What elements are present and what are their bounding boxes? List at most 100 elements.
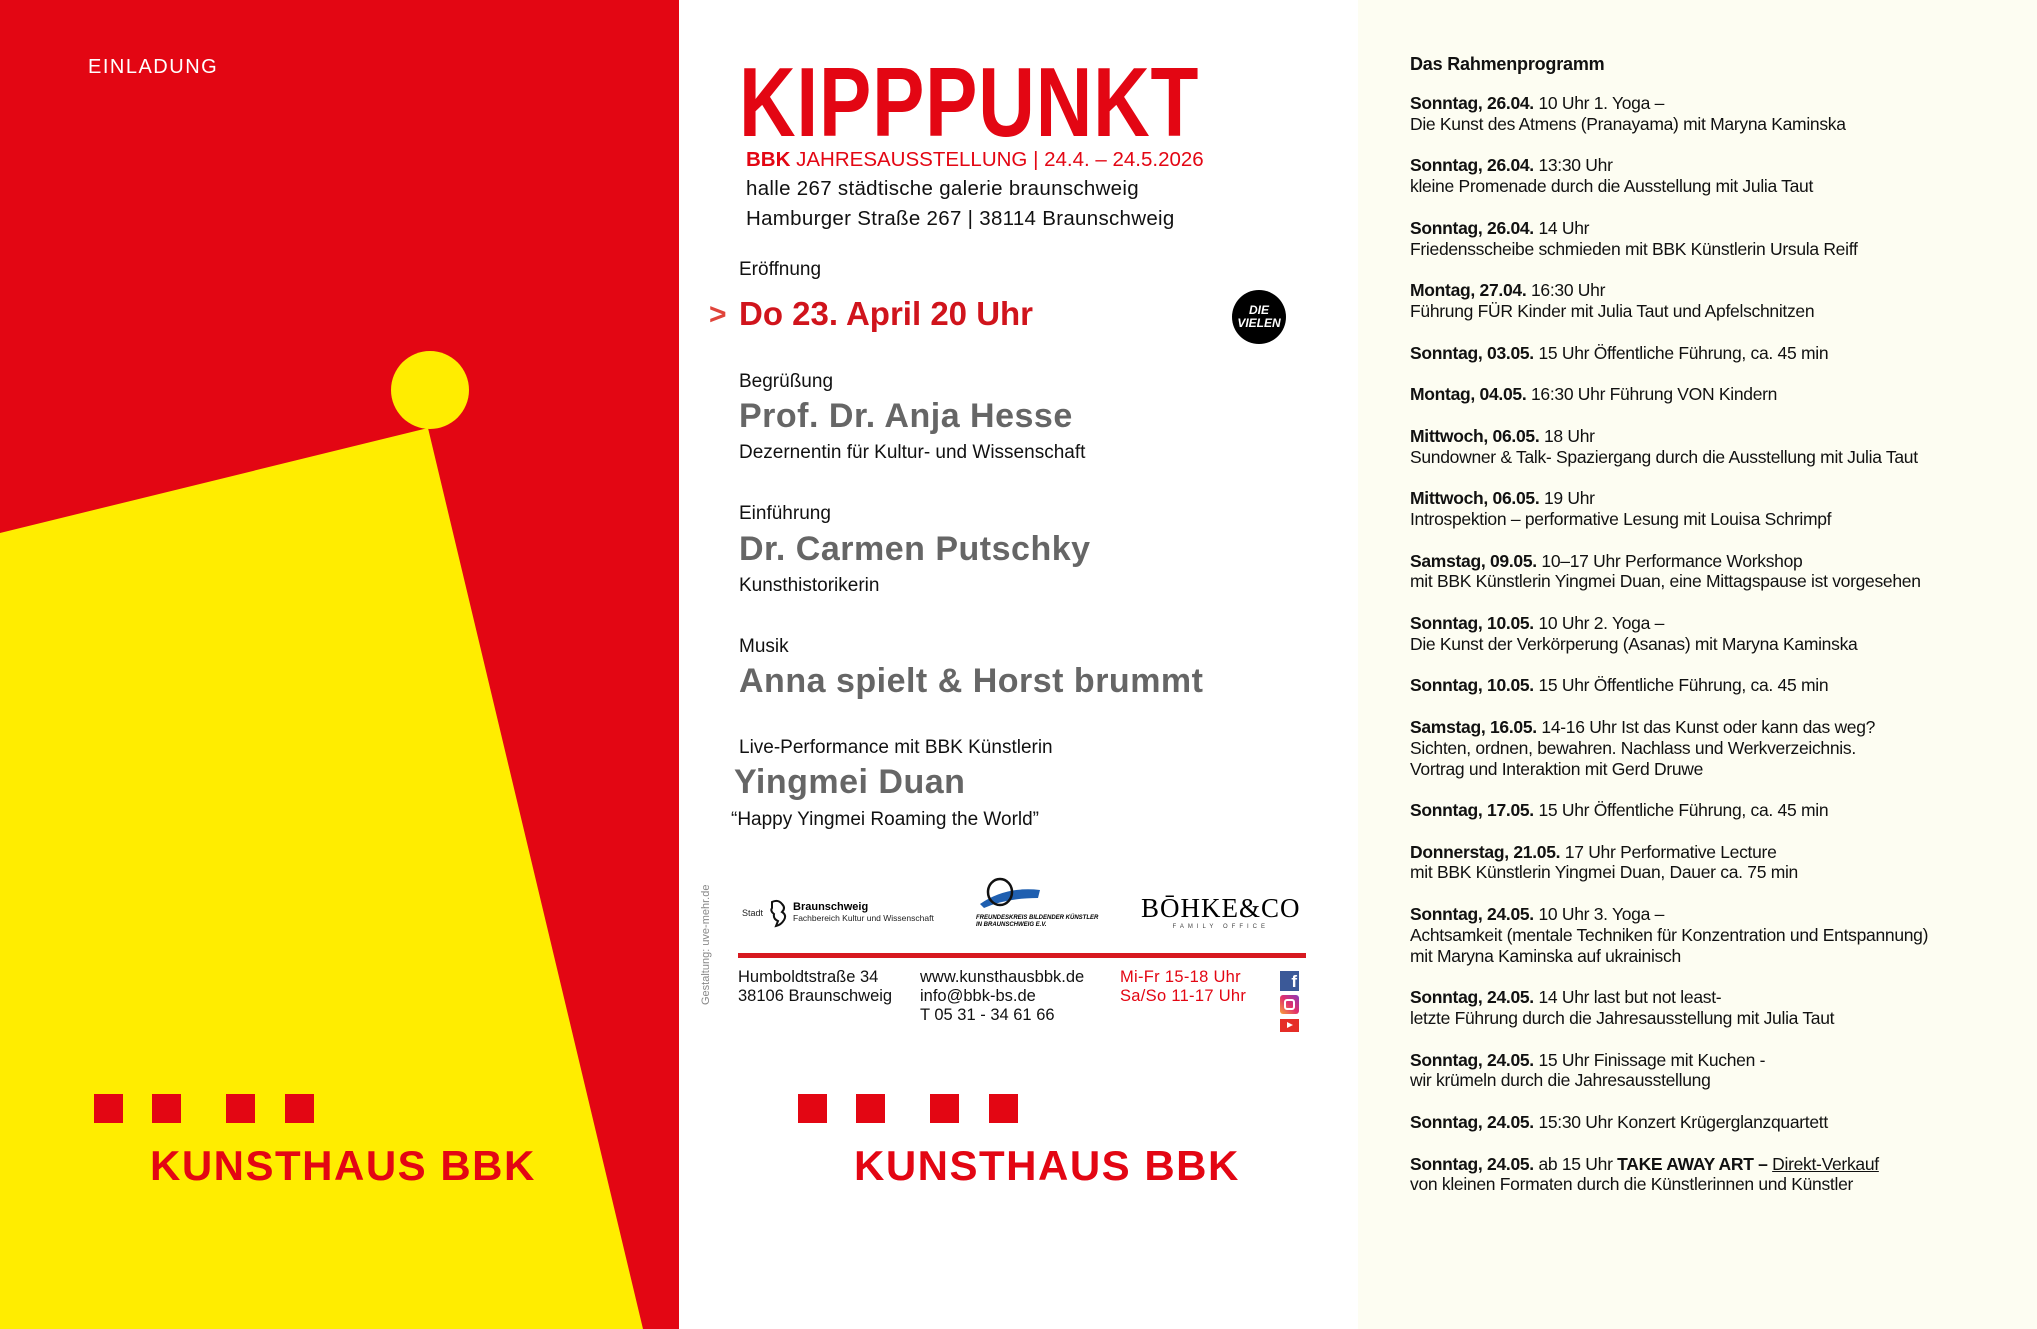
entry-time: 19 Uhr bbox=[1543, 488, 1595, 509]
die-vielen-badge: DIE VIELEN bbox=[1232, 290, 1286, 344]
entry-date: Sonntag, 10.05. bbox=[1410, 675, 1534, 696]
logo-text: Fachbereich Kultur und Wissenschaft bbox=[793, 913, 934, 923]
entry-date: Sonntag, 26.04. bbox=[1410, 155, 1534, 176]
entry-time: 14-16 Uhr Ist das Kunst oder kann das we… bbox=[1541, 716, 1876, 737]
logo-text: Stadt bbox=[742, 908, 764, 918]
logo-text: BŌHKE&CO bbox=[1141, 893, 1301, 923]
entry-line: mit Maryna Kaminska auf ukrainisch bbox=[1410, 945, 1681, 966]
logo-square bbox=[989, 1094, 1018, 1123]
entry-line: Achtsamkeit (mentale Techniken für Konze… bbox=[1410, 924, 1929, 945]
entry-date: Sonntag, 26.04. bbox=[1410, 217, 1534, 238]
divider bbox=[738, 953, 1306, 958]
entry-line: Friedensscheibe schmieden mit BBK Künstl… bbox=[1410, 238, 1858, 259]
entry-date: Mittwoch, 06.05. bbox=[1410, 488, 1540, 509]
entry-time: 14 Uhr last but not least- bbox=[1538, 987, 1722, 1008]
entry-time: 15 Uhr Finissage mit Kuchen - bbox=[1538, 1049, 1766, 1070]
entry-line: Mittwoch, 06.05. 18 Uhr bbox=[1410, 426, 2030, 447]
opening-hours: Mi-Fr 15-18 Uhr Sa/So 11-17 Uhr bbox=[1120, 968, 1246, 1006]
logo-square bbox=[226, 1094, 255, 1123]
logo-text-block: FREUNDESKREIS BILDENDER KÜNSTLER IN BRAU… bbox=[976, 915, 1098, 929]
entry-time: 15 Uhr Öffentliche Führung, ca. 45 min bbox=[1538, 675, 1829, 696]
program-entry: Montag, 27.04. 16:30 Uhr Führung FÜR Kind… bbox=[1410, 280, 2030, 322]
entry-link[interactable]: Direkt-Verkauf bbox=[1772, 1153, 1879, 1174]
program-entry: Sonntag, 17.05. 15 Uhr Öffentliche Führu… bbox=[1410, 800, 2030, 821]
entry-line: Sonntag, 24.05. 10 Uhr 3. Yoga – bbox=[1410, 904, 2030, 925]
hours-weekday: Mi-Fr 15-18 Uhr bbox=[1120, 968, 1241, 986]
greeting-role: Dezernentin für Kultur- und Wissenschaft bbox=[739, 442, 1086, 463]
badge-text: VIELEN bbox=[1237, 316, 1281, 330]
program-entry: Sonntag, 24.05. ab 15 Uhr TAKE AWAY ART … bbox=[1410, 1154, 2030, 1196]
entry-time: 10 Uhr 2. Yoga – bbox=[1538, 612, 1665, 633]
design-credit: Gestaltung: uve-mehr.de bbox=[700, 884, 712, 1005]
street: Humboldtstraße 34 bbox=[738, 968, 879, 986]
entry-date: Sonntag, 24.05. bbox=[1410, 987, 1534, 1008]
entry-date: Sonntag, 03.05. bbox=[1410, 342, 1534, 363]
youtube-icon[interactable] bbox=[1280, 1019, 1299, 1032]
program-entries: Sonntag, 26.04. 10 Uhr 1. Yoga – Die Kuns… bbox=[1410, 93, 2030, 1195]
braunschweig-logo: Stadt Braunschweig Fachbereich Kultur un… bbox=[742, 898, 934, 928]
arrow-icon: > bbox=[709, 298, 727, 331]
email-link[interactable]: info@bbk-bs.de bbox=[920, 987, 1036, 1005]
hours-weekend: Sa/So 11-17 Uhr bbox=[1120, 987, 1247, 1005]
entry-date: Montag, 27.04. bbox=[1410, 280, 1527, 301]
intro-label: Einführung bbox=[739, 503, 831, 524]
logo-square bbox=[94, 1094, 123, 1123]
entry-line: Introspektion – performative Lesung mit … bbox=[1410, 508, 1832, 529]
entry-time: ab 15 Uhr bbox=[1538, 1153, 1613, 1174]
entry-line: Sonntag, 24.05. ab 15 Uhr TAKE AWAY ART … bbox=[1410, 1154, 2030, 1175]
yellow-circle bbox=[391, 351, 469, 429]
entry-date: Sonntag, 26.04. bbox=[1410, 93, 1534, 113]
entry-line: Samstag, 16.05. 14-16 Uhr Ist das Kunst … bbox=[1410, 717, 2030, 738]
entry-date: Sonntag, 10.05. bbox=[1410, 612, 1534, 633]
city: 38106 Braunschweig bbox=[738, 987, 893, 1005]
entry-line: Sonntag, 10.05. 10 Uhr 2. Yoga – bbox=[1410, 613, 2030, 634]
program-panel bbox=[1358, 0, 2037, 1329]
program-entry: Sonntag, 24.05. 15:30 Uhr Konzert Krüger… bbox=[1410, 1112, 2030, 1133]
website-link[interactable]: www.kunsthausbbk.de bbox=[920, 968, 1085, 986]
entry-line: Montag, 27.04. 16:30 Uhr bbox=[1410, 280, 2030, 301]
entry-line: Sonntag, 03.05. 15 Uhr Öffentliche Führu… bbox=[1410, 343, 2030, 364]
performance-label: Live-Performance mit BBK Künstlerin bbox=[739, 737, 1053, 758]
entry-date: Sonntag, 24.05. bbox=[1410, 1153, 1534, 1174]
entry-line: wir krümeln durch die Jahresausstellung bbox=[1410, 1070, 1711, 1091]
program-entry: Montag, 04.05. 16:30 Uhr Führung VON Kin… bbox=[1410, 384, 2030, 405]
entry-time: 16:30 Uhr bbox=[1530, 280, 1606, 301]
entry-line: Sonntag, 24.05. 14 Uhr last but not leas… bbox=[1410, 987, 2030, 1008]
logo-square bbox=[798, 1094, 827, 1123]
exhibition-title: KIPPPUNKT bbox=[739, 47, 1200, 157]
instagram-icon[interactable] bbox=[1280, 995, 1299, 1014]
entry-line: Mittwoch, 06.05. 19 Uhr bbox=[1410, 488, 2030, 509]
greeting-name: Prof. Dr. Anja Hesse bbox=[739, 397, 1073, 435]
facebook-icon[interactable]: f bbox=[1280, 971, 1299, 991]
venue-address: Hamburger Straße 267 | 38114 Braunschwei… bbox=[746, 207, 1175, 230]
entry-time: 13:30 Uhr bbox=[1538, 155, 1613, 176]
entry-time: 15:30 Uhr Konzert Krügerglanzquartett bbox=[1538, 1112, 1828, 1133]
entry-highlight: TAKE AWAY ART – bbox=[1617, 1153, 1768, 1174]
entry-line: Donnerstag, 21.05. 17 Uhr Performative L… bbox=[1410, 842, 2030, 863]
program-entry: Samstag, 16.05. 14-16 Uhr Ist das Kunst … bbox=[1410, 717, 2030, 779]
program-entry: Sonntag, 10.05. 15 Uhr Öffentliche Führu… bbox=[1410, 675, 2030, 696]
entry-time: 10–17 Uhr Performance Workshop bbox=[1541, 550, 1803, 571]
phone: T 05 31 - 34 61 66 bbox=[920, 1006, 1055, 1024]
program-entry: Sonntag, 10.05. 10 Uhr 2. Yoga – Die Kuns… bbox=[1410, 613, 2030, 655]
entry-line: letzte Führung durch die Jahresausstellu… bbox=[1410, 1008, 1835, 1029]
music-label: Musik bbox=[739, 636, 789, 657]
entry-time: 14 Uhr bbox=[1538, 217, 1590, 238]
logo-text-block: Braunschweig Fachbereich Kultur und Wiss… bbox=[793, 902, 934, 924]
entry-date: Sonntag, 24.05. bbox=[1410, 1049, 1534, 1070]
logo-square bbox=[285, 1094, 314, 1123]
entry-line: Sonntag, 26.04. 10 Uhr 1. Yoga – bbox=[1410, 93, 2030, 114]
entry-line: Samstag, 09.05. 10–17 Uhr Performance Wo… bbox=[1410, 551, 2030, 572]
exhibition-subtitle: BBK JAHRESAUSSTELLUNG | 24.4. – 24.5.202… bbox=[746, 148, 1204, 172]
brand-name: KUNSTHAUS BBK bbox=[150, 1142, 536, 1189]
entry-date: Sonntag, 17.05. bbox=[1410, 800, 1534, 821]
program-list: Das Rahmenprogramm Sonntag, 26.04. 10 Uh… bbox=[1410, 54, 2030, 1216]
entry-date: Sonntag, 24.05. bbox=[1410, 1112, 1534, 1133]
program-entry: Samstag, 09.05. 10–17 Uhr Performance Wo… bbox=[1410, 551, 2030, 593]
entry-time: 17 Uhr Performative Lecture bbox=[1564, 841, 1777, 862]
program-entry: Mittwoch, 06.05. 18 Uhr Sundowner & Talk-… bbox=[1410, 426, 2030, 468]
yellow-triangle bbox=[0, 428, 643, 1329]
entry-date: Mittwoch, 06.05. bbox=[1410, 425, 1540, 446]
cover-panel: EINLADUNG KUNSTHAUS BBK bbox=[0, 0, 679, 1329]
entry-line: Vortrag und Interaktion mit Gerd Druwe bbox=[1410, 758, 1704, 779]
